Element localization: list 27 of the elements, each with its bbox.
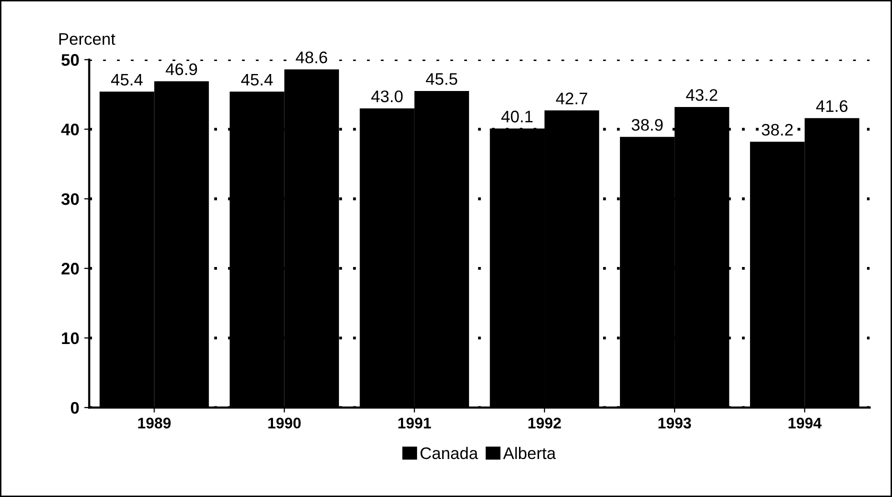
x-tick-label: 1993 [658,418,692,429]
data-label: 41.6 [816,100,848,112]
data-label: 45.5 [426,73,458,85]
y-tick-label: 10 [62,332,79,344]
x-tick-label: 1992 [528,418,561,428]
y-tick-label: 50 [61,54,79,66]
data-label: 40.1 [501,110,533,122]
legend-label: Canada [420,446,478,460]
y-tick-label: 40 [61,124,79,136]
x-tick-label: 1989 [138,418,171,428]
data-label: 42.7 [556,92,588,104]
legend-label: Alberta [503,446,556,460]
data-label: 48.6 [296,52,328,64]
data-label: 46.9 [166,63,197,76]
data-label: 43.2 [686,89,718,101]
y-axis-title: Percent [59,33,116,45]
y-tick-label: 20 [62,262,79,275]
x-tick-label: 1990 [268,418,301,428]
y-tick-label: 0 [70,402,79,414]
data-label: 38.2 [762,124,793,136]
data-label: 45.4 [241,74,273,86]
data-label: 45.4 [111,74,143,86]
data-label: 38.9 [632,119,663,131]
x-tick-label: 1994 [788,418,822,428]
y-tick-label: 30 [61,193,79,206]
data-label: 43.0 [371,90,403,102]
x-tick-label: 1991 [398,418,431,428]
